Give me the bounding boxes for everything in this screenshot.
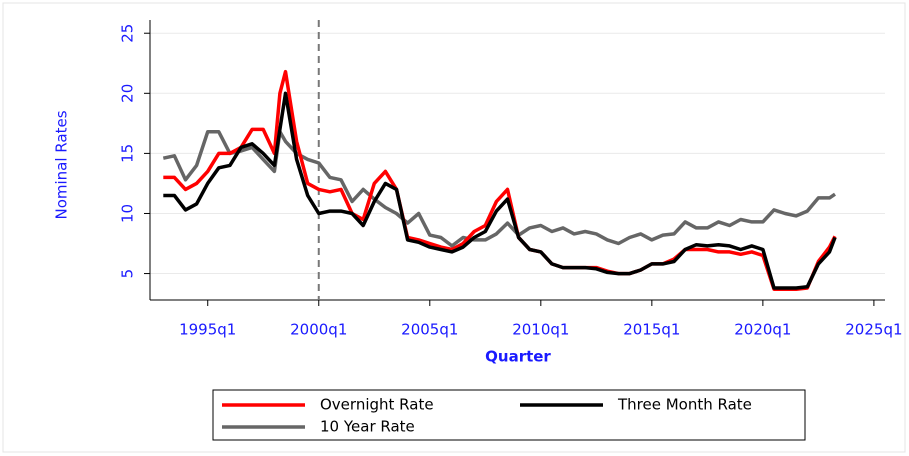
x-tick-label: 2005q1 bbox=[401, 321, 458, 339]
x-tick-label: 2015q1 bbox=[623, 321, 680, 339]
legend-label: Three Month Rate bbox=[617, 396, 752, 414]
x-axis-label: Quarter bbox=[485, 348, 551, 366]
x-tick-label: 2025q1 bbox=[845, 321, 902, 339]
y-tick-label: 5 bbox=[119, 269, 137, 279]
series-line bbox=[163, 69, 837, 291]
y-tick-label: 20 bbox=[119, 84, 137, 103]
series-line bbox=[162, 130, 836, 248]
y-tick-label: 15 bbox=[119, 144, 137, 163]
y-tick-label: 10 bbox=[119, 204, 137, 223]
series-line bbox=[163, 91, 837, 290]
x-tick-label: 2000q1 bbox=[290, 321, 347, 339]
y-tick-label: 25 bbox=[119, 24, 137, 43]
legend-label: Overnight Rate bbox=[320, 396, 434, 414]
x-tick-label: 1995q1 bbox=[179, 321, 236, 339]
legend-box bbox=[212, 389, 806, 441]
x-tick-label: 2020q1 bbox=[734, 321, 791, 339]
legend-label: 10 Year Rate bbox=[320, 418, 415, 436]
y-axis-label: Nominal Rates bbox=[53, 110, 71, 219]
x-tick-label: 2010q1 bbox=[512, 321, 569, 339]
